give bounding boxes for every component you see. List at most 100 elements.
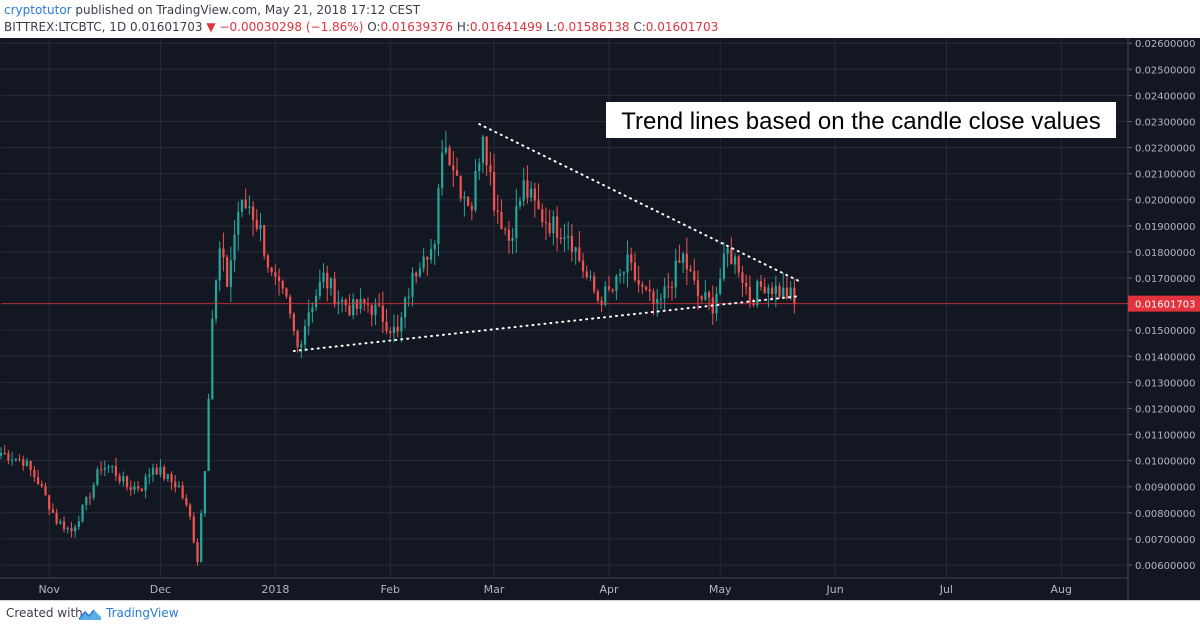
candle-body — [555, 216, 559, 238]
y-tick-label: 0.00900000 — [1135, 483, 1195, 494]
candle-body — [403, 298, 407, 318]
candle-body — [515, 206, 518, 239]
candle-body — [607, 286, 611, 290]
candle-body — [378, 304, 381, 306]
y-tick-label: 0.01200000 — [1135, 404, 1195, 415]
candle-body — [177, 485, 181, 488]
candle-body — [704, 292, 707, 300]
y-tick-label: 0.02200000 — [1135, 144, 1195, 155]
candle-body — [418, 268, 422, 277]
candle-body — [422, 256, 425, 269]
high-label: H: — [456, 20, 470, 34]
candle-body — [66, 527, 69, 530]
candle-body — [507, 229, 511, 241]
candle-body — [22, 459, 25, 467]
candle-body — [437, 188, 440, 245]
candle-body — [88, 497, 92, 499]
candle-body — [745, 282, 748, 287]
candle-body — [315, 295, 318, 308]
candle-body — [656, 299, 659, 304]
candle-body — [207, 398, 210, 472]
y-tick-label: 0.02000000 — [1135, 196, 1195, 207]
price-chart[interactable]: 0.00600000 0.00700000 0.00800000 0.00900000… — [0, 38, 1200, 600]
candle-body — [107, 466, 110, 468]
candle-body — [122, 476, 125, 482]
last-price-tag — [1128, 295, 1200, 312]
chart-area[interactable]: 0.00600000 0.00700000 0.00800000 0.00900000… — [0, 38, 1200, 600]
created-with-text: Created with — [6, 606, 83, 620]
close-label: C: — [633, 20, 646, 34]
candle-body — [756, 281, 759, 306]
published-text: published on TradingView.com, May 21, 20… — [75, 3, 421, 17]
y-tick-label: 0.01400000 — [1135, 352, 1195, 363]
candle-body — [81, 504, 84, 522]
candle-body — [667, 286, 670, 288]
candle-body — [411, 272, 414, 297]
candle-body — [496, 210, 499, 212]
candle-body — [40, 484, 43, 487]
candle-body — [348, 305, 351, 316]
candle-body — [593, 276, 596, 292]
candle-body — [696, 280, 700, 297]
candle-body — [159, 467, 162, 475]
y-tick-label: 0.01900000 — [1135, 222, 1195, 233]
y-tick-label: 0.01500000 — [1135, 326, 1195, 337]
candle-body — [630, 254, 633, 263]
candle-body — [478, 163, 481, 171]
candle-body — [693, 271, 696, 281]
candle-body — [196, 542, 199, 562]
candle-body — [18, 458, 21, 460]
candle-body — [481, 136, 485, 164]
tradingview-brand[interactable]: TradingView — [106, 606, 179, 620]
candle-body — [548, 222, 551, 234]
author-link[interactable]: cryptotutor — [4, 3, 72, 17]
candle-body — [678, 260, 681, 263]
candle-body — [229, 260, 232, 288]
candle-body — [281, 280, 284, 289]
candle-body — [767, 287, 770, 294]
candle-body — [181, 485, 184, 499]
candle-body — [726, 248, 729, 254]
candle-body — [185, 498, 188, 505]
candle-body — [111, 466, 114, 468]
candle-body — [99, 469, 103, 471]
candle-body — [489, 165, 492, 173]
candle-body — [296, 330, 299, 348]
candle-body — [233, 234, 236, 261]
price-change: −0.00030298 (−1.86%) — [219, 20, 364, 34]
x-tick-label: Aug — [1051, 583, 1072, 596]
annotation-text: Trend lines based on the candle close va… — [621, 108, 1100, 135]
y-tick-label: 0.00700000 — [1135, 535, 1195, 546]
candle-body — [222, 248, 225, 258]
publisher-line: cryptotutor published on TradingView.com… — [4, 2, 420, 18]
candle-body — [455, 170, 459, 176]
candle-body — [311, 307, 314, 313]
candle-body — [303, 325, 307, 345]
y-tick-label: 0.01000000 — [1135, 457, 1195, 468]
candle-body — [114, 466, 118, 476]
candle-body — [396, 326, 399, 332]
candle-body — [707, 292, 711, 298]
y-tick-label: 0.00600000 — [1135, 561, 1195, 572]
candle-body — [226, 257, 229, 288]
candle-body — [511, 238, 514, 241]
candle-body — [485, 136, 488, 166]
candle-body — [48, 495, 51, 510]
candle-body — [441, 152, 444, 189]
candle-body — [570, 235, 574, 252]
y-tick-label: 0.01300000 — [1135, 378, 1195, 389]
footer-bar: Created with TradingView — [0, 600, 1200, 628]
candle-body — [363, 298, 366, 304]
candle-body — [155, 467, 158, 475]
candle-body — [615, 275, 618, 292]
candle-body — [537, 200, 540, 210]
x-tick-label: Nov — [38, 583, 60, 596]
candle-body — [70, 527, 73, 532]
candle-body — [585, 271, 588, 278]
candle-body — [433, 244, 436, 250]
ohlc-legend: BITTREX:LTCBTC, 1D 0.01601703 ▼ −0.00030… — [4, 19, 718, 35]
x-tick-label: 2018 — [261, 583, 289, 596]
candle-body — [448, 147, 451, 166]
candle-body — [144, 476, 147, 491]
